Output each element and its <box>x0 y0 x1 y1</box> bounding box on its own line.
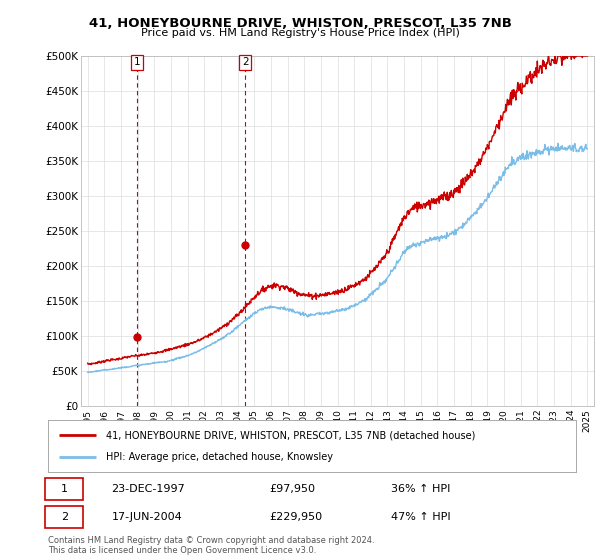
Text: HPI: Average price, detached house, Knowsley: HPI: Average price, detached house, Know… <box>106 452 333 462</box>
Text: Contains HM Land Registry data © Crown copyright and database right 2024.
This d: Contains HM Land Registry data © Crown c… <box>48 536 374 556</box>
Text: 17-JUN-2004: 17-JUN-2004 <box>112 512 182 522</box>
Text: £97,950: £97,950 <box>270 484 316 494</box>
Text: 47% ↑ HPI: 47% ↑ HPI <box>391 512 451 522</box>
FancyBboxPatch shape <box>46 506 83 528</box>
Text: Price paid vs. HM Land Registry's House Price Index (HPI): Price paid vs. HM Land Registry's House … <box>140 28 460 38</box>
Text: 41, HONEYBOURNE DRIVE, WHISTON, PRESCOT, L35 7NB: 41, HONEYBOURNE DRIVE, WHISTON, PRESCOT,… <box>89 17 511 30</box>
Text: 1: 1 <box>134 58 140 67</box>
Text: 2: 2 <box>61 512 68 522</box>
Text: 1: 1 <box>61 484 68 494</box>
Text: 23-DEC-1997: 23-DEC-1997 <box>112 484 185 494</box>
Text: £229,950: £229,950 <box>270 512 323 522</box>
Text: 2: 2 <box>242 58 248 67</box>
FancyBboxPatch shape <box>46 478 83 500</box>
Text: 41, HONEYBOURNE DRIVE, WHISTON, PRESCOT, L35 7NB (detached house): 41, HONEYBOURNE DRIVE, WHISTON, PRESCOT,… <box>106 431 475 441</box>
Text: 36% ↑ HPI: 36% ↑ HPI <box>391 484 451 494</box>
